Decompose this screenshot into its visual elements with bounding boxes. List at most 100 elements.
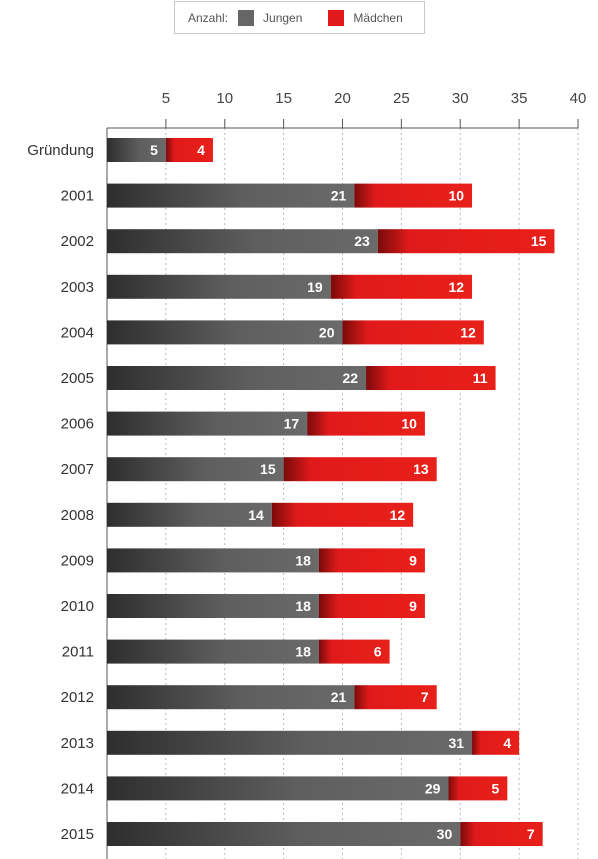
- value-label: 10: [401, 416, 417, 432]
- bar-segment-maedchen: [448, 776, 508, 801]
- value-label: 18: [295, 552, 311, 568]
- bar-segment-jungen: [107, 320, 343, 345]
- category-label: 2001: [61, 188, 94, 205]
- category-label: 2005: [61, 370, 94, 387]
- bar-segment-maedchen: [307, 411, 425, 436]
- bar-segment-jungen: [107, 594, 319, 618]
- value-label: 20: [319, 324, 335, 340]
- value-label: 30: [437, 826, 453, 842]
- legend-swatch-jungen: [238, 9, 255, 26]
- category-label: 2002: [61, 233, 94, 250]
- bar-segment-maedchen: [354, 685, 437, 710]
- value-label: 21: [331, 188, 347, 204]
- bar-segment-maedchen: [318, 639, 390, 664]
- legend: Anzahl: Jungen Mädchen: [174, 1, 425, 34]
- value-label: 5: [150, 142, 158, 158]
- x-tick-label: 5: [162, 90, 170, 107]
- bar-segment-jungen: [107, 274, 331, 299]
- category-label: 2009: [61, 552, 94, 569]
- bar-segment-maedchen: [318, 594, 425, 618]
- category-label: 2010: [61, 598, 94, 615]
- category-label: 2012: [61, 689, 94, 706]
- value-label: 14: [248, 507, 264, 523]
- x-tick-label: 15: [275, 90, 292, 107]
- value-label: 12: [460, 324, 476, 340]
- bar-segment-jungen: [107, 411, 308, 436]
- bar-segment-maedchen: [330, 274, 473, 299]
- value-label: 7: [527, 826, 535, 842]
- x-tick-label: 30: [452, 90, 469, 107]
- value-label: 22: [342, 370, 358, 386]
- value-label: 15: [260, 461, 276, 477]
- value-label: 6: [374, 644, 382, 660]
- legend-item-jungen: Jungen: [238, 9, 303, 26]
- value-label: 29: [425, 780, 441, 796]
- labels: Gründung 5 4 2001 21 10 2002 23 15 2003 19 12 2004 20…: [27, 142, 546, 843]
- value-label: 12: [448, 279, 464, 295]
- bar-segment-maedchen: [283, 457, 437, 482]
- bar-segment-maedchen: [472, 730, 520, 755]
- legend-item-maedchen: Mädchen: [328, 9, 403, 26]
- legend-swatch-maedchen: [328, 9, 345, 26]
- value-label: 17: [284, 416, 300, 432]
- category-label: Gründung: [27, 142, 94, 159]
- bar-segment-maedchen: [460, 822, 543, 846]
- value-label: 21: [331, 689, 347, 705]
- value-label: 18: [295, 644, 311, 660]
- category-label: 2004: [61, 324, 94, 341]
- bar-segment-jungen: [107, 822, 461, 846]
- bar-segment-jungen: [107, 502, 272, 527]
- category-label: 2007: [61, 461, 94, 478]
- legend-label-jungen: Jungen: [263, 10, 303, 25]
- bar-segment-maedchen: [366, 366, 496, 390]
- bar-segment-jungen: [107, 229, 378, 254]
- bar-segment-jungen: [107, 138, 166, 162]
- bar-segment-maedchen: [354, 183, 473, 208]
- bar-segment-maedchen: [377, 229, 555, 254]
- value-label: 18: [295, 598, 311, 614]
- x-tick-label: 40: [570, 90, 587, 107]
- value-label: 15: [531, 233, 547, 249]
- value-label: 10: [448, 188, 464, 204]
- value-label: 23: [354, 233, 370, 249]
- axes: 5 10 15 20 25 30 35 40: [106, 90, 587, 859]
- bar-segment-jungen: [107, 730, 473, 755]
- category-label: 2008: [61, 507, 94, 524]
- value-label: 9: [409, 552, 417, 568]
- value-label: 7: [421, 689, 429, 705]
- value-label: 9: [409, 598, 417, 614]
- value-label: 4: [197, 142, 205, 158]
- value-label: 31: [448, 735, 464, 751]
- category-label: 2006: [61, 416, 94, 433]
- bar-segment-maedchen: [342, 320, 484, 345]
- category-label: 2011: [62, 644, 94, 661]
- category-label: 2003: [61, 279, 94, 296]
- x-tick-label: 20: [334, 90, 351, 107]
- value-label: 5: [492, 780, 500, 796]
- bar-segment-jungen: [107, 366, 367, 390]
- bar-segment-jungen: [107, 457, 284, 482]
- value-label: 4: [503, 735, 511, 751]
- bar-segment-maedchen: [271, 502, 414, 527]
- bar-segment-jungen: [107, 685, 355, 710]
- bar-segment-jungen: [107, 183, 355, 208]
- bar-segment-maedchen: [165, 138, 213, 162]
- bars: [107, 138, 555, 846]
- bar-segment-jungen: [107, 776, 449, 801]
- value-label: 12: [390, 507, 406, 523]
- category-label: 2013: [61, 735, 94, 752]
- bar-segment-jungen: [107, 548, 319, 573]
- value-label: 11: [473, 370, 488, 386]
- value-label: 13: [413, 461, 429, 477]
- bar-segment-jungen: [107, 639, 319, 664]
- x-tick-label: 35: [511, 90, 528, 107]
- x-tick-label: 10: [216, 90, 233, 107]
- value-label: 19: [307, 279, 323, 295]
- legend-lead: Anzahl:: [188, 10, 229, 25]
- legend-label-maedchen: Mädchen: [353, 10, 403, 25]
- category-label: 2014: [61, 780, 94, 797]
- bar-segment-maedchen: [318, 548, 425, 573]
- category-label: 2015: [61, 826, 94, 843]
- x-tick-label: 25: [393, 90, 410, 107]
